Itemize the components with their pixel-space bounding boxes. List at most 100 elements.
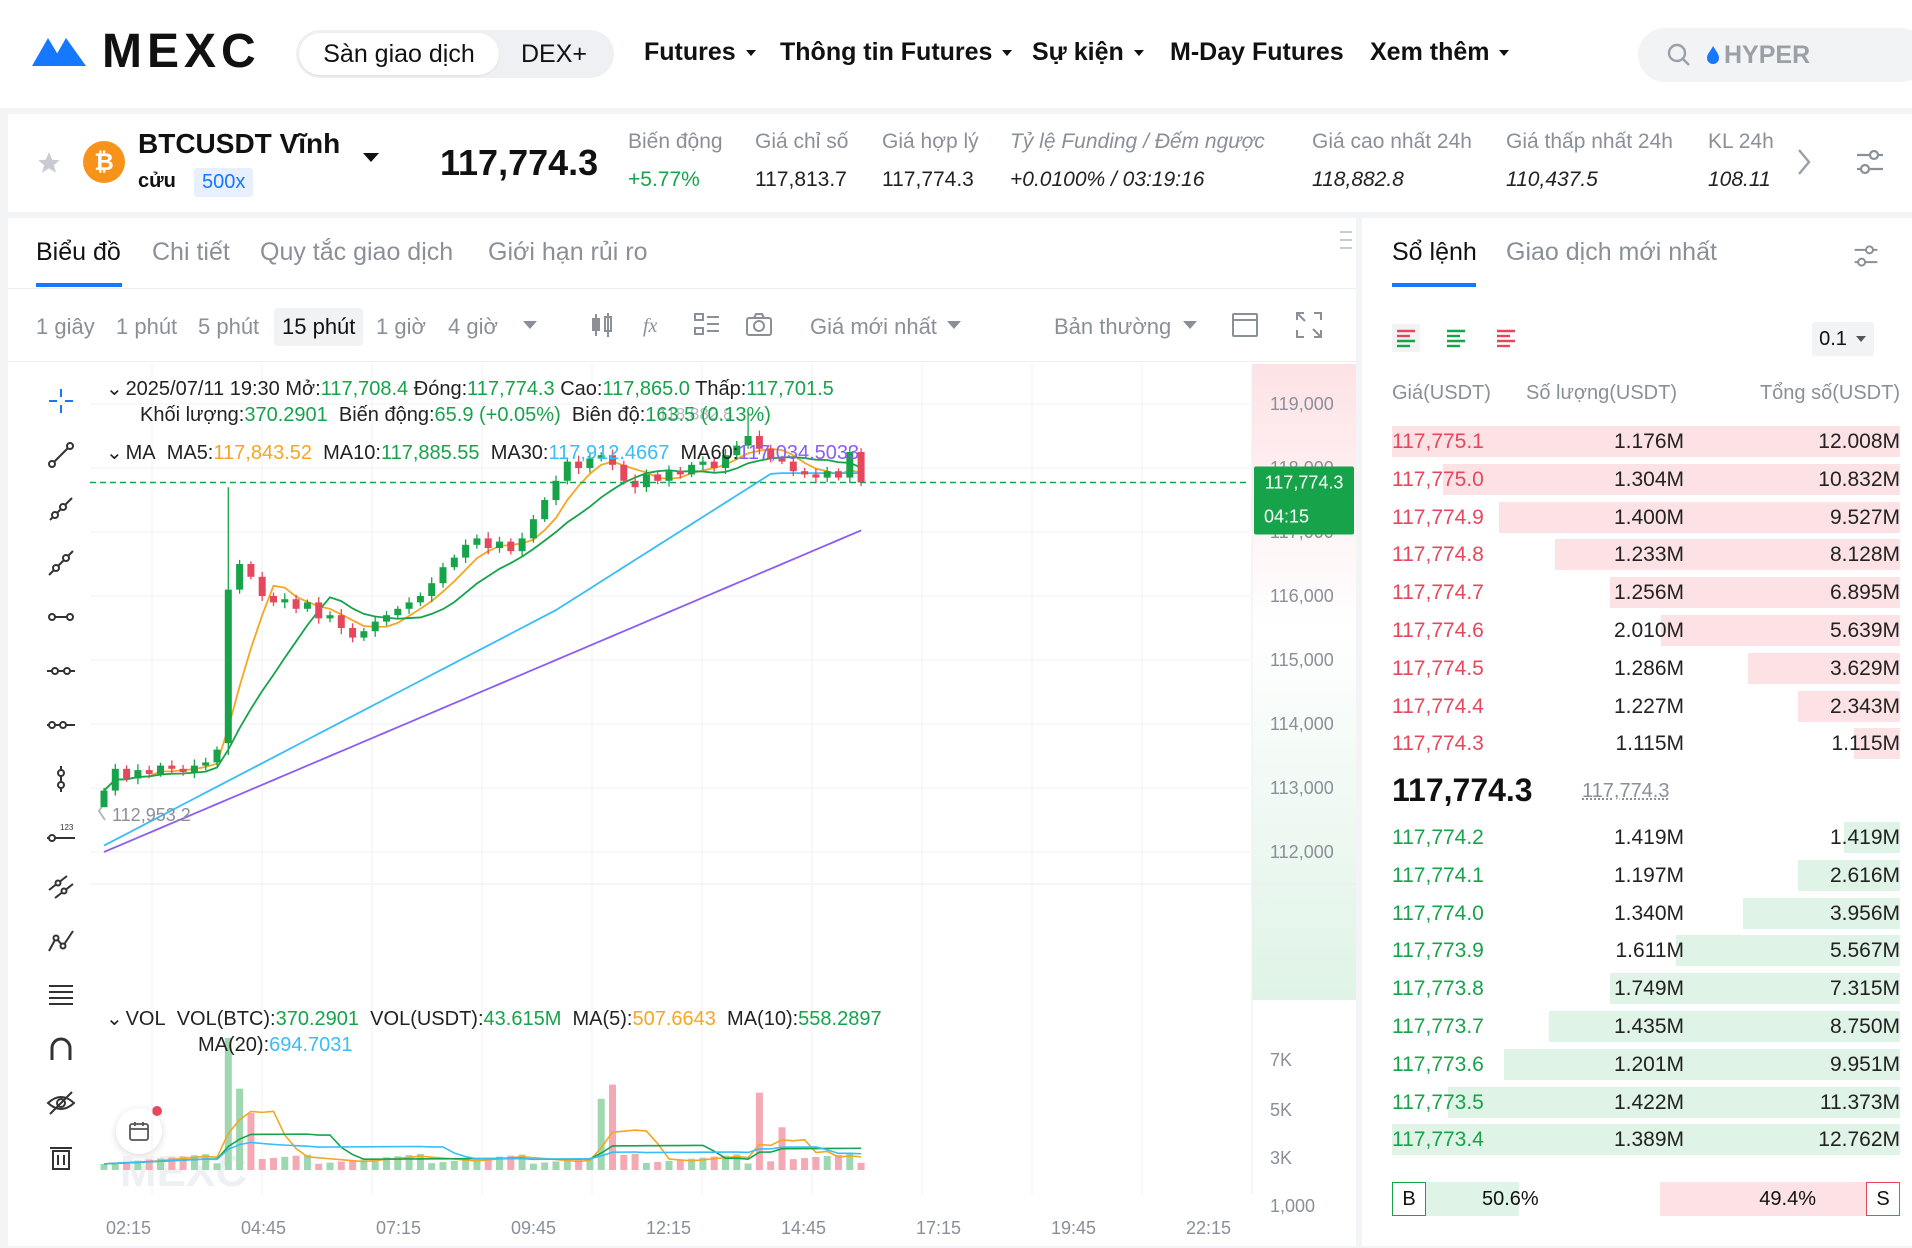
tf-15m[interactable]: 15 phút [274, 308, 364, 346]
nav-more[interactable]: Xem thêm [1370, 38, 1510, 67]
bid-row[interactable]: 117,773.4 1.389M 12.762M [1392, 1122, 1900, 1156]
ask-row[interactable]: 117,774.4 1.227M 2.343M [1392, 689, 1900, 722]
horizontal-ray-icon[interactable] [46, 602, 76, 632]
tf-1h[interactable]: 1 giờ [376, 314, 426, 339]
crosshair-icon[interactable] [46, 386, 76, 416]
trash-icon[interactable] [46, 1142, 76, 1172]
price-mode-dropdown-icon[interactable] [946, 320, 962, 330]
camera-icon[interactable] [744, 310, 774, 340]
trend-line-icon[interactable] [46, 440, 76, 470]
bid-row[interactable]: 117,773.9 1.611M 5.567M [1392, 933, 1900, 967]
horizontal-segment-icon[interactable] [46, 710, 76, 740]
ask-row[interactable]: 117,774.3 1.115M 1.115M [1392, 726, 1900, 760]
vol-collapse-icon[interactable]: ⌄ [106, 1008, 123, 1030]
nav-futures[interactable]: Futures [644, 38, 756, 67]
tab-risk-limit[interactable]: Giới hạn rủi ro [488, 238, 648, 266]
fibonacci-icon[interactable] [46, 980, 76, 1010]
symbol-dropdown-icon[interactable] [362, 152, 380, 164]
candlestick-chart[interactable]: MEXC 119,000118,000117,000116,000115,000… [90, 364, 1356, 1246]
candle [236, 559, 244, 594]
ask-row[interactable]: 117,774.5 1.286M 3.629M [1392, 651, 1900, 684]
candle [247, 561, 255, 580]
ask-row[interactable]: 117,774.7 1.256M 6.895M [1392, 575, 1900, 609]
bid-total: 7.315M [1829, 977, 1900, 1001]
legend-collapse-icon[interactable]: ⌄ [106, 378, 123, 400]
view-both-icon[interactable] [1392, 324, 1420, 352]
nav-mday-futures[interactable]: M-Day Futures [1170, 38, 1344, 67]
tf-5m[interactable]: 5 phút [198, 314, 260, 339]
ask-row[interactable]: 117,775.0 1.304M 10.832M [1392, 462, 1900, 495]
view-mode-dropdown-icon[interactable] [1182, 320, 1198, 330]
candle-type-icon[interactable] [588, 310, 618, 340]
ma-collapse-icon[interactable]: ⌄ [106, 442, 123, 464]
view-asks-icon[interactable] [1492, 324, 1520, 352]
view-mode-select[interactable]: Bản thường [1054, 314, 1172, 339]
bid-row[interactable]: 117,774.1 1.197M 2.616M [1392, 858, 1900, 891]
tab-exchange[interactable]: Sàn giao dịch [299, 33, 499, 75]
tab-trading-rules[interactable]: Quy tắc giao dịch [260, 238, 454, 266]
nav-events[interactable]: Sự kiện [1032, 38, 1144, 67]
fullscreen-icon[interactable] [1294, 310, 1324, 340]
vol-usdt-label: VOL(USDT): [370, 1008, 484, 1030]
tf-1m[interactable]: 1 phút [116, 314, 178, 339]
tf-1s[interactable]: 1 giây [36, 314, 95, 339]
tab-order-book[interactable]: Sổ lệnh [1392, 238, 1477, 266]
bid-row[interactable]: 117,773.8 1.749M 7.315M [1392, 971, 1900, 1005]
magnet-icon[interactable] [46, 1034, 76, 1064]
timeframe-dropdown-icon[interactable] [522, 320, 538, 330]
pattern-icon[interactable] [46, 926, 76, 956]
bid-row[interactable]: 117,773.7 1.435M 8.750M [1392, 1009, 1900, 1042]
ask-qty: 1.256M [1613, 581, 1684, 605]
settings-sliders-icon[interactable] [1854, 146, 1886, 178]
ma-lines [103, 447, 862, 853]
tab-detail[interactable]: Chi tiết [152, 238, 230, 266]
vol-ma20-value: 694.7031 [269, 1034, 353, 1056]
tab-dex[interactable]: DEX+ [520, 39, 587, 68]
ask-row[interactable]: 117,774.6 2.010M 5.639M [1392, 613, 1900, 646]
extended-line-icon[interactable] [46, 548, 76, 578]
bid-row[interactable]: 117,773.6 1.201M 9.951M [1392, 1047, 1900, 1080]
calendar-events-button[interactable] [116, 1106, 162, 1154]
candle [145, 765, 153, 779]
ob-mark-price[interactable]: 117,774.3 [1582, 780, 1670, 802]
ask-row[interactable]: 117,775.1 1.176M 12.008M [1392, 424, 1900, 457]
tab-chart[interactable]: Biểu đồ [36, 238, 121, 266]
parallel-channel-icon[interactable] [46, 872, 76, 902]
ask-row[interactable]: 117,774.8 1.233M 8.128M [1392, 537, 1900, 571]
stat-label-funding: Tỷ lệ Funding / Đếm ngược [1010, 130, 1265, 153]
high-marker: 118,882.8 [658, 405, 732, 424]
precision-select[interactable]: 0.1 [1812, 322, 1874, 356]
mexc-logo[interactable]: MEXC [30, 25, 261, 78]
indicator-fx-icon[interactable]: fx [640, 310, 670, 340]
panel-drag-handle-icon[interactable] [1340, 226, 1352, 256]
layout-grid-icon[interactable] [692, 310, 722, 340]
price-mode-select[interactable]: Giá mới nhất [810, 314, 937, 339]
tf-4h[interactable]: 4 giờ [448, 314, 498, 339]
vertical-line-icon[interactable] [46, 764, 76, 794]
volume-bar [665, 1160, 673, 1170]
window-icon[interactable] [1230, 310, 1260, 340]
hide-drawings-icon[interactable] [46, 1088, 76, 1118]
nav-futures-info[interactable]: Thông tin Futures [780, 38, 1013, 67]
volume-bar [654, 1161, 662, 1170]
volume-bar [857, 1162, 865, 1170]
buy-pct: 50.6% [1482, 1188, 1539, 1210]
leverage-badge[interactable]: 500x [194, 168, 254, 197]
ob-settings-icon[interactable] [1852, 242, 1880, 270]
view-bids-icon[interactable] [1442, 324, 1470, 352]
bid-row[interactable]: 117,773.5 1.422M 11.373M [1392, 1085, 1900, 1118]
symbol-name[interactable]: BTCUSDT Vĩnh [138, 128, 341, 159]
volume-bar [416, 1154, 424, 1170]
horizontal-line-icon[interactable] [46, 656, 76, 686]
ask-row[interactable]: 117,774.9 1.400M 9.527M [1392, 500, 1900, 533]
bid-row[interactable]: 117,774.0 1.340M 3.956M [1392, 896, 1900, 929]
tab-latest-trades[interactable]: Giao dịch mới nhất [1506, 238, 1717, 266]
ma-title: MA [125, 442, 156, 464]
bid-row[interactable]: 117,774.2 1.419M 1.419M [1392, 820, 1900, 853]
ohlc-vol-label: Khối lượng: [140, 404, 245, 426]
chevron-right-icon[interactable] [1796, 148, 1812, 176]
ray-line-icon[interactable] [46, 494, 76, 524]
search-input[interactable]: HYPER [1638, 28, 1912, 82]
favorite-star-icon[interactable] [36, 150, 62, 176]
price-line-icon[interactable]: 123 [46, 818, 76, 848]
